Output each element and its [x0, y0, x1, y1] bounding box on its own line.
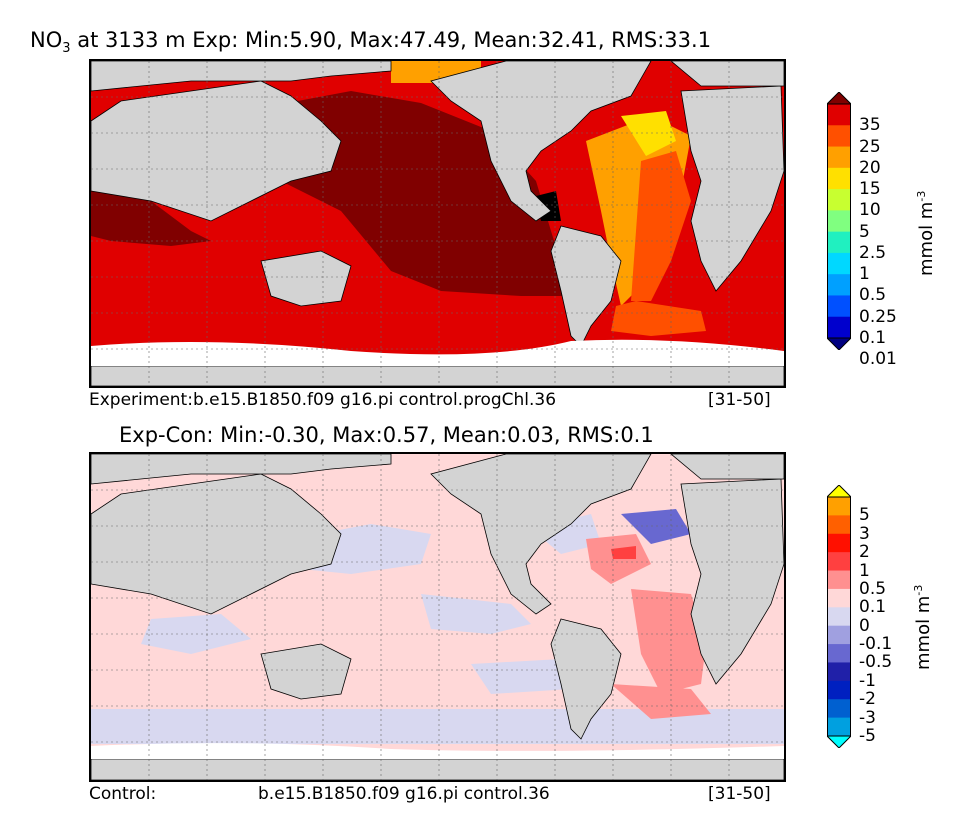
- panel1-land-namerica: [430, 61, 652, 222]
- panel2-colorbar-tick: 0.5: [859, 578, 887, 599]
- panel2-colorbar-svg: [825, 484, 853, 749]
- panel2-land-africa-europe: [680, 478, 784, 685]
- panel1-colorbar-tick: 10: [859, 200, 881, 221]
- panel2-caption-right: [31-50]: [708, 784, 771, 804]
- panel1-land-samerica: [550, 225, 622, 347]
- panel1-colorbar-segment: [827, 252, 851, 275]
- panel1-colorbar-tick: 0.01: [859, 349, 897, 370]
- panel2-colorbar-tick: -0.1: [859, 634, 893, 655]
- panel2-caption-mid: b.e15.B1850.f09 g16.pi control.36: [258, 784, 550, 804]
- panel1-land-arctic-eu: [670, 61, 784, 87]
- panel2-map: [89, 452, 786, 782]
- panel2-colorbar-extend-top: [825, 484, 853, 498]
- panel2-colorbar-tick: 3: [859, 523, 870, 544]
- panel1-colorbar-tick: 5: [859, 221, 870, 242]
- panel2-colorbar-tick: -5: [859, 726, 876, 746]
- panel2-colorbar: [825, 484, 867, 749]
- panel1-land-arctic-asia: [91, 61, 392, 92]
- panel1-title: NO3 at 3133 m Exp: Min:5.90, Max:47.49, …: [30, 28, 712, 57]
- panel1-colorbar-extend-bottom: [825, 337, 853, 351]
- panel1-caption-left: Experiment:b.e15.B1850.f09 g16.pi contro…: [89, 390, 557, 410]
- panel2-caption-left: Control:: [89, 784, 157, 804]
- panel1-colorbar-tick: 0.5: [859, 285, 887, 306]
- panel1-map-svg: [91, 61, 784, 386]
- panel1-land-antarctica: [91, 365, 784, 386]
- panel1-colorbar-extend-top: [825, 91, 853, 105]
- panel2-colorbar-segment: [827, 625, 851, 645]
- panel1-colorbar-tick: 0.25: [859, 306, 897, 327]
- panel1-colorbar-tick: 1: [859, 264, 870, 285]
- panel2-colorbar-segment: [827, 662, 851, 682]
- panel2-colorbar-segment: [827, 588, 851, 608]
- panel1-colorbar: [825, 91, 867, 351]
- panel2-strong-positive: [611, 546, 636, 559]
- panel2-colorbar-segment: [827, 699, 851, 719]
- panel1-colorbar-segment: [827, 295, 851, 318]
- panel1-atlantic-core: [631, 151, 691, 301]
- panel1-colorbar-segment: [827, 125, 851, 148]
- panel2-land-namerica: [430, 454, 652, 615]
- panel1-colorbar-tick: 0.1: [859, 328, 887, 348]
- panel1-grid: [91, 61, 784, 386]
- panel2-colorbar-segment: [827, 497, 851, 516]
- panel2-land-antarctica: [91, 758, 784, 780]
- panel2-colorbar-segment: [827, 552, 851, 572]
- panel1-caption-right: [31-50]: [708, 390, 771, 410]
- panel1-colorbar-segment: [827, 167, 851, 190]
- panel1-colorbar-segment: [827, 104, 851, 126]
- panel1-colorbar-segment: [827, 316, 851, 339]
- panel2-colorbar-tick: -1: [859, 670, 876, 691]
- panel2-colorbar-tick: 5: [859, 505, 870, 526]
- panel2-colorbar-tick: 1: [859, 560, 870, 581]
- panel2-colorbar-segment: [827, 607, 851, 627]
- panel2-colorbar-extend-bottom: [825, 735, 853, 749]
- panel2-land-samerica: [550, 618, 622, 740]
- panel2-colorbar-tick: 0: [859, 615, 870, 636]
- panel2-colorbar-tick: -2: [859, 689, 876, 710]
- panel1-colorbar-segment: [827, 210, 851, 233]
- panel2-colorbar-segment: [827, 533, 851, 553]
- panel2-map-svg: [91, 454, 784, 780]
- panel2-land-arctic-asia: [91, 454, 392, 485]
- panel1-ice-band: [91, 339, 784, 366]
- panel1-land-australia: [260, 250, 352, 307]
- panel2-title: Exp-Con: Min:-0.30, Max:0.57, Mean:0.03,…: [119, 423, 654, 447]
- panel2-colorbar-tick: 0.1: [859, 597, 887, 618]
- panel2-ice-band: [91, 743, 784, 759]
- panel2-colorbar-tick: 2: [859, 542, 870, 563]
- panel1-colorbar-tick: 20: [859, 157, 881, 178]
- panel2-colorbar-segment: [827, 644, 851, 663]
- panel1-atlantic-south: [611, 301, 706, 336]
- panel1-colorbar-tick: 35: [859, 115, 881, 136]
- panel1-land-asia: [91, 80, 342, 222]
- panel2-land-australia: [260, 643, 352, 700]
- panel2-grid: [91, 454, 784, 780]
- panel1-colorbar-segment: [827, 146, 851, 169]
- panel2-land-arctic-eu: [670, 454, 784, 480]
- panel1-map: [89, 59, 786, 388]
- panel1-colorbar-tick: 25: [859, 136, 881, 157]
- panel1-colorbar-tick: 15: [859, 179, 881, 200]
- panel1-colorbar-segment: [827, 274, 851, 296]
- panel2-colorbar-segment: [827, 680, 851, 700]
- panel2-labrador-neg: [621, 509, 691, 544]
- panel2-land-asia: [91, 473, 342, 615]
- panel1-colorbar-segment: [827, 231, 851, 254]
- panel1-land: [91, 61, 784, 386]
- panel1-colorbar-segment: [827, 189, 851, 211]
- panel2-land: [91, 454, 784, 780]
- panel1-colorbar-svg: [825, 91, 853, 351]
- panel2-colorbar-tick: -0.5: [859, 652, 893, 673]
- panel2-colorbar-unit: mmol m-3: [912, 584, 934, 670]
- panel2-colorbar-segment: [827, 570, 851, 590]
- panel2-colorbar-segment: [827, 515, 851, 535]
- panel1-land-africa-europe: [680, 85, 784, 292]
- panel2-colorbar-segment: [827, 717, 851, 737]
- panel1-labrador: [621, 111, 676, 156]
- panel1-colorbar-unit: mmol m-3: [915, 190, 937, 276]
- panel2-colorbar-tick: -3: [859, 707, 876, 728]
- panel1-colorbar-tick: 2.5: [859, 242, 887, 263]
